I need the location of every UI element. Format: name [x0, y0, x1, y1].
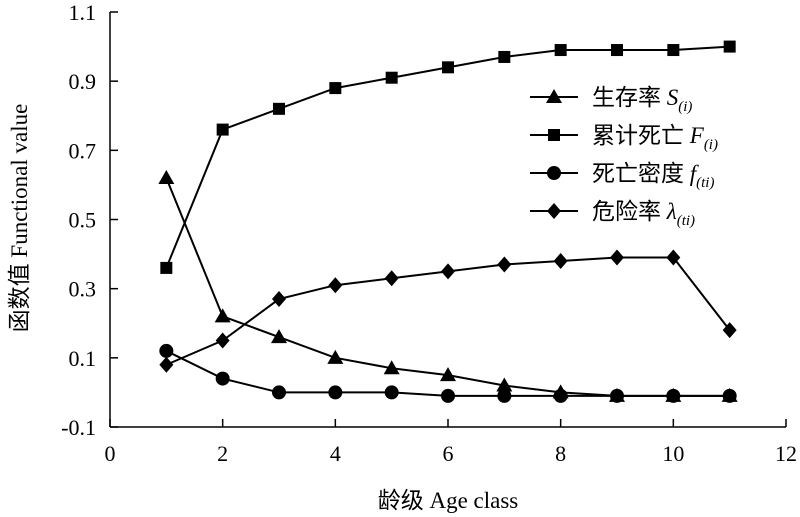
data-point-triangle [440, 367, 456, 382]
data-point-diamond [272, 291, 286, 308]
data-point-square [667, 44, 680, 57]
x-tick-label: 8 [555, 441, 566, 466]
data-point-diamond [215, 332, 230, 349]
series-layer [158, 40, 738, 403]
data-point-square [329, 82, 342, 95]
data-point-circle [441, 388, 455, 403]
data-point-circle [666, 388, 681, 403]
legend-label: 危险率 λ(ti) [592, 199, 695, 229]
x-tick-label: 2 [217, 441, 228, 466]
data-point-triangle [383, 360, 400, 375]
data-point-circle [553, 388, 568, 403]
data-point-circle [159, 343, 174, 358]
x-tick-label: 4 [330, 441, 341, 466]
data-point-circle [497, 388, 512, 403]
legend-label: 生存率 S(i) [592, 85, 692, 115]
data-point-square [498, 50, 511, 63]
y-tick-label: 0.3 [69, 277, 97, 302]
legend-label: 累计死亡 F(i) [592, 123, 718, 153]
y-tick-label: -0.1 [61, 415, 96, 440]
data-point-diamond [328, 277, 343, 294]
data-point-triangle [496, 377, 513, 392]
legend-item: 死亡密度 f(ti) [530, 161, 714, 191]
data-point-circle [610, 388, 624, 403]
y-tick-label: 0.5 [69, 208, 97, 233]
data-point-square [385, 71, 398, 84]
x-tick-label: 12 [775, 441, 797, 466]
legend-item: 生存率 S(i) [530, 85, 692, 115]
y-tick-label: 0.1 [69, 346, 97, 371]
data-point-circle [272, 385, 286, 400]
data-point-square [160, 261, 173, 274]
x-axis-title: 龄级 Age class [378, 488, 519, 513]
axes: -0.1 0.1 0.3 0.5 0.7 0.9 1.1 0 2 4 6 8 10 12 [61, 0, 797, 466]
y-tick-label: 0.7 [69, 138, 97, 163]
data-point-circle [328, 385, 343, 400]
data-point-square [554, 44, 567, 57]
data-point-square [723, 40, 736, 53]
legend-marker-diamond [547, 203, 561, 219]
data-point-square [216, 123, 229, 136]
legend-marker-square [548, 129, 560, 141]
series-square [160, 40, 736, 274]
series-diamond [159, 249, 737, 373]
data-point-circle [384, 385, 399, 400]
data-point-diamond [384, 270, 399, 287]
data-point-triangle [214, 308, 231, 323]
data-point-triangle [158, 170, 175, 184]
y-tick-label: 1.1 [69, 0, 97, 25]
data-point-diamond [610, 249, 624, 266]
legend: 生存率 S(i) 累计死亡 F(i) 死亡密度 f(ti) 危险率 λ(ti) [530, 85, 718, 229]
data-point-diamond [441, 263, 455, 280]
data-point-triangle [271, 329, 287, 344]
series-line [165, 45, 730, 269]
data-point-triangle [327, 349, 344, 364]
x-tick-label: 10 [662, 441, 684, 466]
data-point-diamond [497, 256, 512, 273]
legend-marker-triangle [546, 89, 562, 103]
series-circle [159, 343, 737, 403]
data-point-circle [215, 371, 230, 386]
data-point-circle [722, 388, 737, 403]
data-point-square [611, 44, 623, 57]
data-point-diamond [159, 356, 174, 373]
x-tick-label: 0 [105, 441, 116, 466]
x-tick-label: 6 [443, 441, 454, 466]
legend-item: 危险率 λ(ti) [530, 199, 695, 229]
legend-label: 死亡密度 f(ti) [592, 161, 714, 191]
legend-marker-circle [547, 166, 561, 180]
data-point-square [442, 61, 454, 74]
legend-item: 累计死亡 F(i) [530, 123, 718, 153]
y-axis-title: 函数值 Functional value [7, 104, 32, 333]
data-point-diamond [722, 322, 737, 339]
data-point-square [273, 102, 285, 115]
data-point-diamond [553, 253, 568, 269]
data-point-diamond [666, 249, 681, 266]
y-tick-label: 0.9 [69, 69, 97, 94]
